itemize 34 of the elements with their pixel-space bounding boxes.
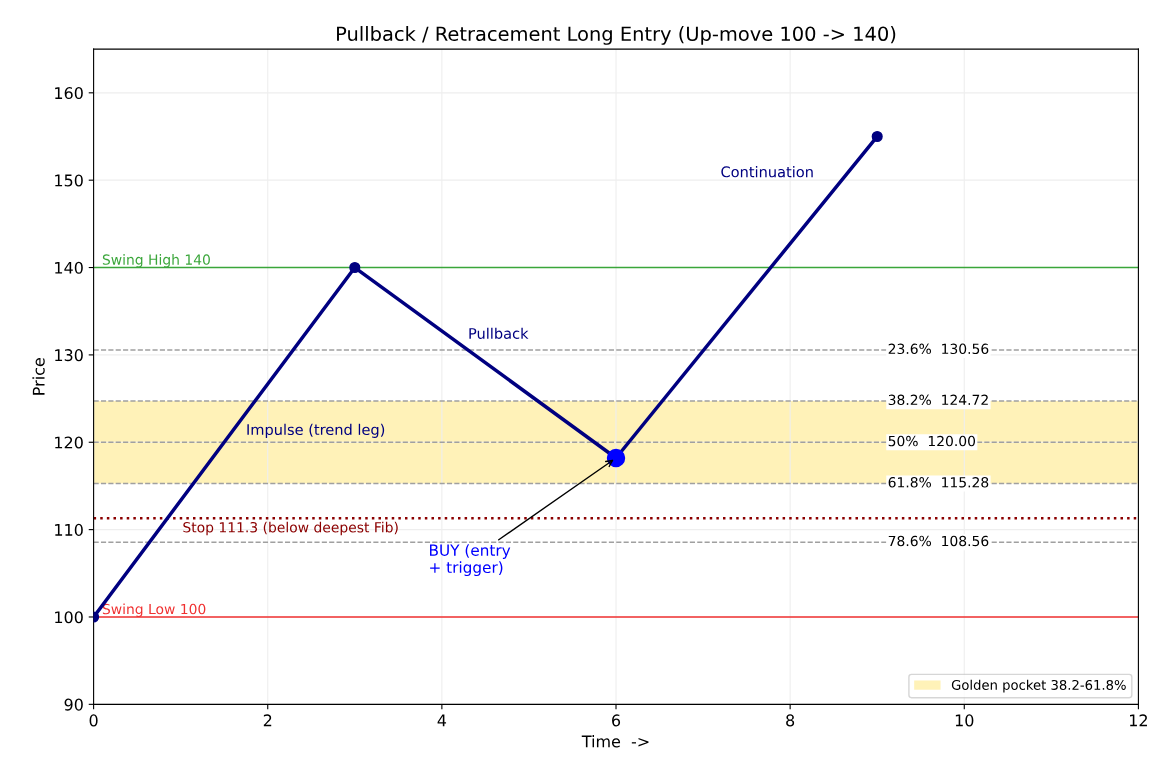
y-tick-label: 90 xyxy=(64,698,83,711)
annotation: BUY (entry + trigger) xyxy=(430,544,511,577)
ref-line-label: Stop 111.3 (below deepest Fib) xyxy=(183,521,398,536)
y-tick-label: 110 xyxy=(55,523,83,536)
x-tick-label: 0 xyxy=(89,714,98,727)
x-tick-label: 8 xyxy=(786,714,795,727)
ref-line-label: 38.2% 124.72 xyxy=(888,394,988,406)
y-tick-label: 140 xyxy=(55,261,83,274)
y-tick-label: 160 xyxy=(55,87,83,100)
x-tick-label: 6 xyxy=(612,714,621,727)
ref-line-label: Swing Low 100 xyxy=(102,603,206,617)
point xyxy=(349,261,361,274)
point xyxy=(606,448,626,468)
y-tick-label: 130 xyxy=(55,349,83,362)
chart-title: Pullback / Retracement Long Entry (Up-move 100 -> 140) xyxy=(337,26,896,45)
point xyxy=(871,130,883,143)
x-tick-label: 10 xyxy=(955,714,974,727)
ref-line-label: 61.8% 115.28 xyxy=(888,477,989,488)
y-tick-label: 100 xyxy=(55,611,83,624)
x-tick-label: 4 xyxy=(437,714,447,727)
y-tick-label: 150 xyxy=(55,174,83,187)
ref-line-label: 23.6% 130.56 xyxy=(888,343,989,355)
annotation: Continuation xyxy=(721,166,813,178)
x-axis-title: Time -> xyxy=(581,735,649,748)
x-tick-label: 2 xyxy=(263,714,272,727)
annotation: Pullback xyxy=(469,327,529,339)
ref-line-label: Swing High 140 xyxy=(102,254,210,268)
y-axis-title: Price xyxy=(32,358,45,395)
x-tick-label: 12 xyxy=(1130,714,1147,727)
ref-line-label: 78.6% 108.56 xyxy=(888,535,989,547)
annotation: Impulse (trend leg) xyxy=(247,423,385,438)
legend-label: Golden pocket 38.2-61.8% xyxy=(951,679,1126,693)
y-tick-label: 120 xyxy=(55,436,83,449)
ref-line-label: 50% 120.00 xyxy=(888,435,976,447)
